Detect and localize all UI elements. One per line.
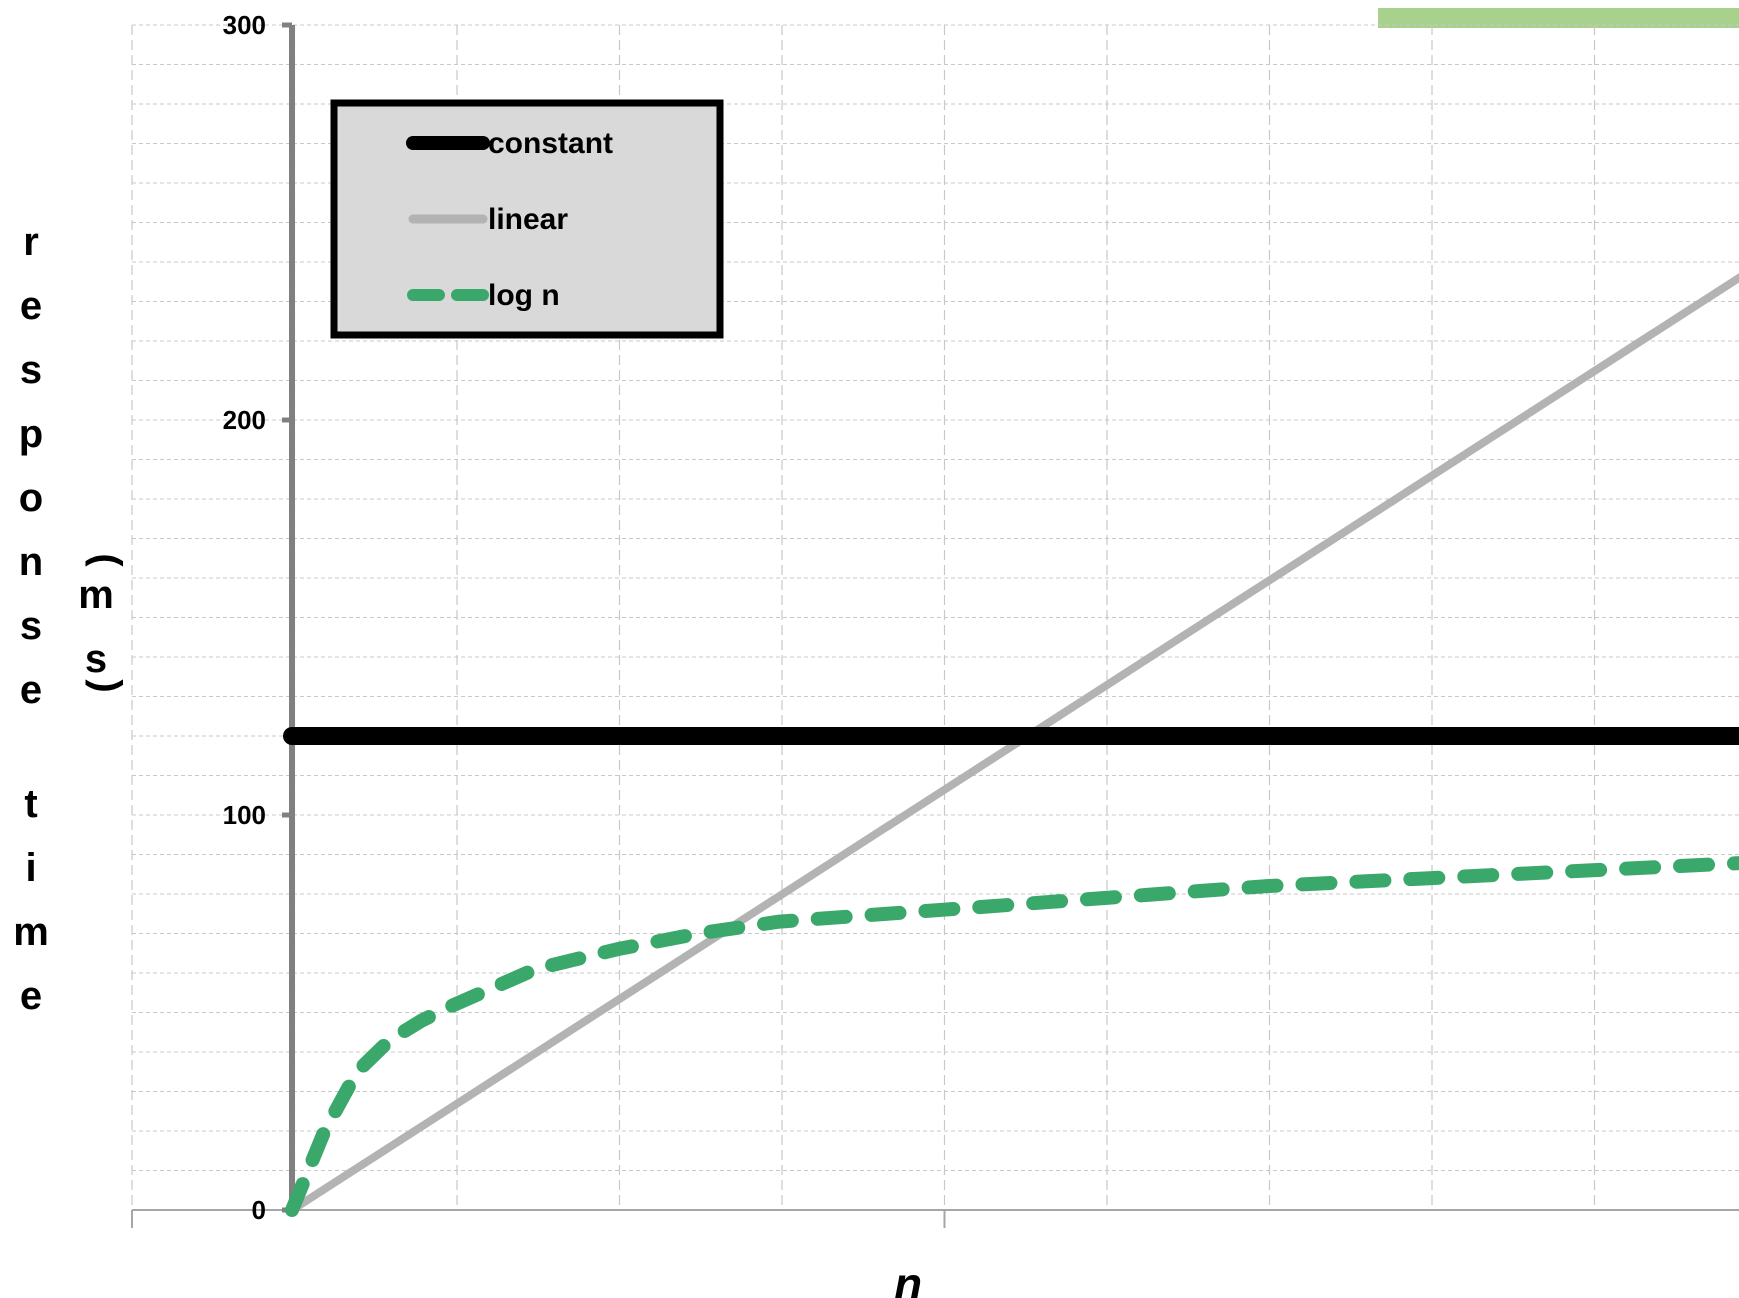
y-axis-label-letter: r [23,220,39,264]
legend-label: log n [488,279,560,312]
y-axis-label-letter: e [20,668,42,712]
y-axis-label-letter: m [13,910,49,954]
y-tick-label: 200 [223,405,266,435]
y-axis-unit-letter: ( [85,553,129,567]
y-axis-label-letter: s [20,604,42,648]
y-axis-unit-label: ( ms) [78,553,129,692]
y-tick-label: 0 [252,1195,266,1225]
y-axis-unit-letter: s [85,637,107,681]
legend-box [330,99,724,339]
y-axis-label-letter: n [19,540,43,584]
y-axis-label-letter: e [20,284,42,328]
chart-axes [131,25,1739,1228]
y-ticks: 0 100 200 300 [223,10,292,1225]
legend-label: linear [488,203,568,236]
x-axis-label: n [894,1258,922,1298]
y-axis-unit-letter: ) [85,679,129,692]
y-tick-label: 300 [223,10,266,40]
y-axis-label-letter: t [24,782,37,826]
legend-label: constant [488,127,613,160]
series-line-log-n [285,856,1739,1217]
y-axis-label-letter: p [19,412,43,456]
y-axis-label-letter: o [19,476,43,520]
chart-series [283,273,1739,1217]
y-axis-label-letter: s [20,348,42,392]
series-line-linear [288,273,1739,1214]
y-axis-unit-letter: m [78,573,114,617]
y-axis-label-letter: e [20,974,42,1018]
top-right-accent-bar [1378,8,1739,28]
legend-items: constant linear log n [406,127,613,312]
y-axis-label-letter: i [25,846,36,890]
y-tick-label: 100 [223,800,266,830]
legend: constant linear log n [330,99,724,339]
